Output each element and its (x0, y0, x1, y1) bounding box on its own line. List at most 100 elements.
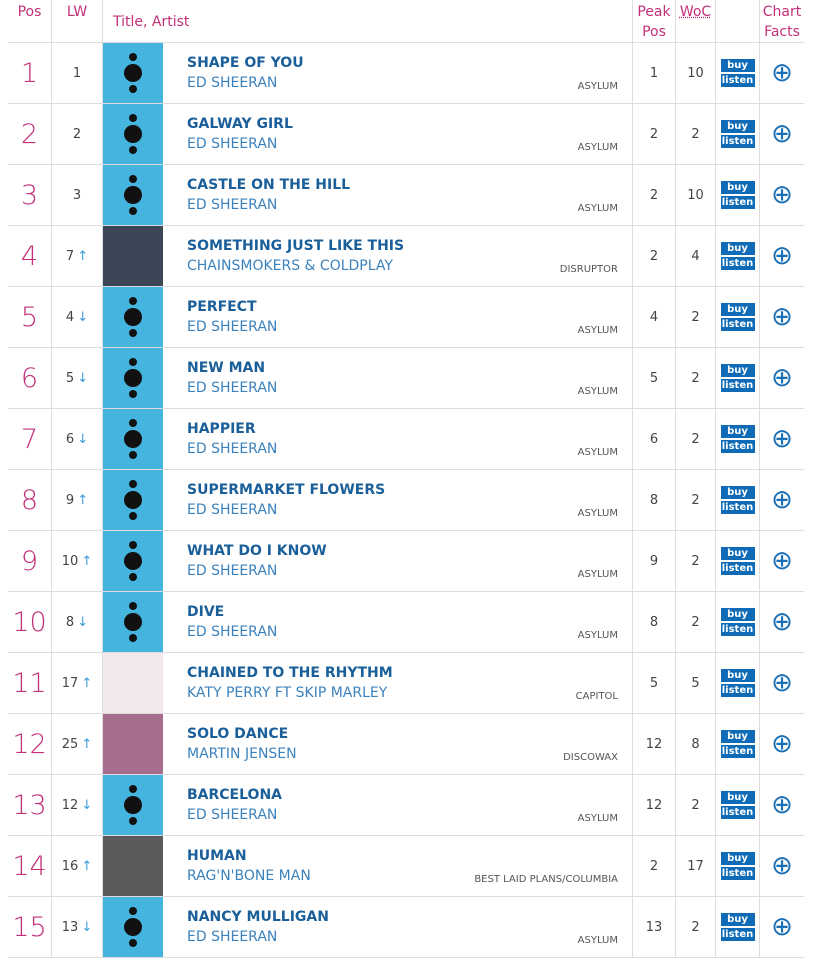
chart-facts-button[interactable]: ⊕ (771, 180, 793, 210)
buy-button[interactable]: buy (720, 547, 755, 560)
artist-name[interactable]: ED SHEERAN (187, 136, 278, 152)
artist-name[interactable]: MARTIN JENSEN (187, 746, 297, 762)
chart-facts-button[interactable]: ⊕ (771, 485, 793, 515)
song-title[interactable]: HUMAN (187, 848, 247, 864)
listen-button[interactable]: listen (720, 440, 755, 453)
artist-name[interactable]: ED SHEERAN (187, 807, 278, 823)
buy-button[interactable]: buy (720, 364, 755, 377)
artist-name[interactable]: CHAINSMOKERS & COLDPLAY (187, 258, 393, 274)
listen-button[interactable]: listen (720, 379, 755, 392)
artist-name[interactable]: ED SHEERAN (187, 75, 278, 91)
buy-listen-cell: buy listen (716, 165, 760, 225)
chart-facts-button[interactable]: ⊕ (771, 302, 793, 332)
record-label: ASYLUM (577, 203, 618, 214)
song-title[interactable]: NANCY MULLIGAN (187, 909, 329, 925)
buy-button[interactable]: buy (720, 303, 755, 316)
chart-facts-button[interactable]: ⊕ (771, 912, 793, 942)
song-title[interactable]: GALWAY GIRL (187, 116, 293, 132)
buy-button[interactable]: buy (720, 913, 755, 926)
record-label: BEST LAID PLANS/COLUMBIA (474, 874, 618, 885)
weeks-on-chart: 2 (676, 775, 716, 835)
album-art-cell (103, 104, 163, 164)
weeks-on-chart: 5 (676, 653, 716, 713)
weeks-on-chart: 2 (676, 104, 716, 164)
song-title[interactable]: DIVE (187, 604, 225, 620)
chart-facts-button[interactable]: ⊕ (771, 363, 793, 393)
buy-button[interactable]: buy (720, 669, 755, 682)
last-week-cell: 17 ↑ (52, 653, 103, 713)
album-art-cell (103, 409, 163, 469)
song-title[interactable]: HAPPIER (187, 421, 256, 437)
song-title[interactable]: SHAPE OF YOU (187, 55, 304, 71)
artist-name[interactable]: ED SHEERAN (187, 441, 278, 457)
weeks-on-chart: 2 (676, 592, 716, 652)
song-title[interactable]: SUPERMARKET FLOWERS (187, 482, 386, 498)
position: 7 (8, 409, 52, 469)
artist-name[interactable]: ED SHEERAN (187, 929, 278, 945)
last-week: 12 (61, 797, 79, 813)
listen-button[interactable]: listen (720, 501, 755, 514)
position: 11 (8, 653, 52, 713)
chart-facts-button[interactable]: ⊕ (771, 241, 793, 271)
buy-button[interactable]: buy (720, 120, 755, 133)
listen-button[interactable]: listen (720, 684, 755, 697)
listen-button[interactable]: listen (720, 318, 755, 331)
listen-button[interactable]: listen (720, 806, 755, 819)
listen-button[interactable]: listen (720, 562, 755, 575)
buy-button[interactable]: buy (720, 608, 755, 621)
buy-button[interactable]: buy (720, 242, 755, 255)
song-title[interactable]: PERFECT (187, 299, 257, 315)
album-art-cell (103, 592, 163, 652)
chart-facts-button[interactable]: ⊕ (771, 668, 793, 698)
song-title[interactable]: BARCELONA (187, 787, 282, 803)
record-label: DISRUPTOR (559, 264, 618, 275)
listen-button[interactable]: listen (720, 257, 755, 270)
buy-button[interactable]: buy (720, 486, 755, 499)
last-week-cell: 3 (52, 165, 103, 225)
listen-button[interactable]: listen (720, 623, 755, 636)
artist-name[interactable]: ED SHEERAN (187, 380, 278, 396)
song-title[interactable]: NEW MAN (187, 360, 266, 376)
listen-button[interactable]: listen (720, 867, 755, 880)
chart-facts-button[interactable]: ⊕ (771, 607, 793, 637)
artist-name[interactable]: ED SHEERAN (187, 197, 278, 213)
artist-name[interactable]: RAG'N'BONE MAN (187, 868, 311, 884)
buy-button[interactable]: buy (720, 181, 755, 194)
chart-facts-button[interactable]: ⊕ (771, 790, 793, 820)
artist-name[interactable]: ED SHEERAN (187, 319, 278, 335)
chart-facts-button[interactable]: ⊕ (771, 546, 793, 576)
listen-button[interactable]: listen (720, 745, 755, 758)
album-art-cell (103, 836, 163, 896)
buy-button[interactable]: buy (720, 852, 755, 865)
chart-facts-button[interactable]: ⊕ (771, 851, 793, 881)
song-title[interactable]: CASTLE ON THE HILL (187, 177, 351, 193)
listen-button[interactable]: listen (720, 928, 755, 941)
artist-name[interactable]: ED SHEERAN (187, 502, 278, 518)
chart-facts-button[interactable]: ⊕ (771, 424, 793, 454)
buy-listen-cell: buy listen (716, 409, 760, 469)
buy-button[interactable]: buy (720, 59, 755, 72)
song-title[interactable]: WHAT DO I KNOW (187, 543, 327, 559)
peak-position: 2 (633, 226, 676, 286)
peak-position: 12 (633, 775, 676, 835)
song-title[interactable]: SOMETHING JUST LIKE THIS (187, 238, 405, 254)
buy-button[interactable]: buy (720, 425, 755, 438)
title-artist-cell: WHAT DO I KNOW ED SHEERAN ASYLUM (163, 531, 633, 591)
chart-facts-button[interactable]: ⊕ (771, 58, 793, 88)
record-label: ASYLUM (577, 508, 618, 519)
listen-button[interactable]: listen (720, 74, 755, 87)
song-title[interactable]: CHAINED TO THE RHYTHM (187, 665, 393, 681)
listen-button[interactable]: listen (720, 196, 755, 209)
buy-button[interactable]: buy (720, 791, 755, 804)
album-art (103, 104, 163, 164)
chart-facts-button[interactable]: ⊕ (771, 729, 793, 759)
song-title[interactable]: SOLO DANCE (187, 726, 289, 742)
buy-button[interactable]: buy (720, 730, 755, 743)
artist-name[interactable]: ED SHEERAN (187, 563, 278, 579)
buy-listen-cell: buy listen (716, 287, 760, 347)
artist-name[interactable]: ED SHEERAN (187, 624, 278, 640)
chart-facts-button[interactable]: ⊕ (771, 119, 793, 149)
listen-button[interactable]: listen (720, 135, 755, 148)
album-art-cell (103, 165, 163, 225)
artist-name[interactable]: KATY PERRY FT SKIP MARLEY (187, 685, 388, 701)
